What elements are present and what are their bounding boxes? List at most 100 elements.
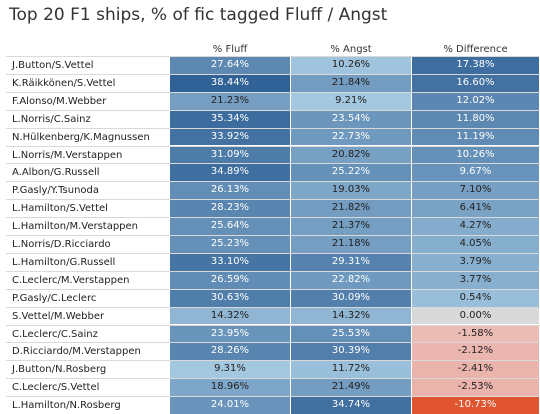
angst-cell: 22.82% bbox=[291, 271, 411, 289]
fluff-cell: 18.96% bbox=[170, 379, 290, 397]
angst-cell: 10.26% bbox=[291, 57, 411, 74]
row-divider bbox=[6, 73, 540, 75]
angst-cell: 21.84% bbox=[291, 74, 411, 92]
row-divider bbox=[6, 199, 540, 201]
fluff-cell: 26.59% bbox=[170, 271, 290, 289]
row-divider bbox=[6, 235, 540, 236]
row-label: L.Hamilton/G.Russell bbox=[12, 256, 116, 268]
row-divider bbox=[6, 145, 540, 147]
row-label: C.Leclerc/S.Vettel bbox=[12, 382, 100, 394]
angst-cell: 30.09% bbox=[291, 289, 411, 307]
row-label: C.Leclerc/C.Sainz bbox=[12, 328, 98, 340]
row-divider bbox=[6, 360, 540, 362]
difference-cell: 7.10% bbox=[412, 182, 539, 200]
difference-cell: 6.41% bbox=[412, 200, 539, 218]
difference-cell: -10.73% bbox=[412, 397, 539, 414]
angst-cell: 22.73% bbox=[291, 128, 411, 146]
fluff-cell: 26.13% bbox=[170, 182, 290, 200]
row-divider bbox=[6, 378, 540, 380]
difference-cell: 4.27% bbox=[412, 218, 539, 235]
row-label: L.Norris/C.Sainz bbox=[12, 113, 91, 125]
angst-cell: 14.32% bbox=[291, 307, 411, 325]
difference-cell: 16.60% bbox=[412, 74, 539, 92]
row-divider bbox=[6, 324, 540, 326]
angst-cell: 25.53% bbox=[291, 325, 411, 343]
angst-cell: 20.82% bbox=[291, 146, 411, 164]
row-label: P.Gasly/Y.Tsunoda bbox=[12, 185, 99, 197]
row-divider bbox=[6, 163, 540, 165]
difference-cell: -2.41% bbox=[412, 361, 539, 379]
column-header: % Difference bbox=[443, 44, 508, 55]
difference-cell: 12.02% bbox=[412, 92, 539, 110]
row-label: N.Hülkenberg/K.Magnussen bbox=[12, 131, 150, 143]
difference-cell: 9.67% bbox=[412, 164, 539, 182]
difference-cell: 0.54% bbox=[412, 289, 539, 307]
row-divider bbox=[6, 91, 540, 93]
fluff-cell: 31.09% bbox=[170, 146, 290, 164]
angst-cell: 21.49% bbox=[291, 379, 411, 397]
row-label: F.Alonso/M.Webber bbox=[12, 95, 107, 107]
row-label: L.Norris/D.Ricciardo bbox=[12, 239, 111, 250]
row-divider bbox=[6, 217, 540, 219]
difference-cell: -1.58% bbox=[412, 325, 539, 343]
difference-cell: 4.05% bbox=[412, 236, 539, 253]
angst-cell: 34.74% bbox=[291, 397, 411, 414]
row-divider bbox=[6, 396, 540, 398]
fluff-cell: 27.64% bbox=[170, 57, 290, 74]
fluff-cell: 25.64% bbox=[170, 218, 290, 235]
row-label: K.Räikkönen/S.Vettel bbox=[12, 77, 116, 89]
angst-cell: 23.54% bbox=[291, 110, 411, 128]
chart-title: Top 20 F1 ships, % of fic tagged Fluff /… bbox=[9, 5, 388, 25]
difference-cell: 11.19% bbox=[412, 128, 539, 146]
row-divider bbox=[6, 127, 540, 129]
fluff-cell: 25.23% bbox=[170, 236, 290, 253]
angst-cell: 21.37% bbox=[291, 218, 411, 235]
row-divider bbox=[6, 252, 540, 254]
fluff-cell: 30.63% bbox=[170, 289, 290, 307]
row-divider bbox=[6, 288, 540, 290]
row-label: L.Hamilton/M.Verstappen bbox=[12, 221, 139, 233]
fluff-cell: 28.23% bbox=[170, 200, 290, 218]
column-header: % Angst bbox=[330, 44, 372, 55]
row-label: J.Button/S.Vettel bbox=[12, 60, 94, 71]
difference-cell: 3.79% bbox=[412, 253, 539, 271]
angst-cell: 21.82% bbox=[291, 200, 411, 218]
difference-cell: 10.26% bbox=[412, 146, 539, 164]
row-label: S.Vettel/M.Webber bbox=[12, 310, 105, 322]
difference-cell: 3.77% bbox=[412, 271, 539, 289]
row-label: L.Hamilton/N.Rosberg bbox=[12, 400, 121, 412]
angst-cell: 9.21% bbox=[291, 92, 411, 110]
fluff-cell: 23.95% bbox=[170, 325, 290, 343]
fluff-cell: 33.10% bbox=[170, 253, 290, 271]
difference-cell: 11.80% bbox=[412, 110, 539, 128]
difference-cell: -2.53% bbox=[412, 379, 539, 397]
fluff-cell: 14.32% bbox=[170, 307, 290, 325]
row-divider bbox=[6, 270, 540, 272]
row-label: C.Leclerc/M.Verstappen bbox=[12, 274, 130, 286]
row-label: L.Hamilton/S.Vettel bbox=[12, 203, 108, 215]
fluff-cell: 28.26% bbox=[170, 343, 290, 361]
fluff-cell: 21.23% bbox=[170, 92, 290, 110]
angst-cell: 25.22% bbox=[291, 164, 411, 182]
difference-cell: 0.00% bbox=[412, 307, 539, 325]
row-label: L.Norris/M.Verstappen bbox=[12, 149, 123, 161]
difference-cell: 17.38% bbox=[412, 57, 539, 74]
fluff-cell: 24.01% bbox=[170, 397, 290, 414]
row-divider bbox=[6, 181, 540, 183]
angst-cell: 11.72% bbox=[291, 361, 411, 379]
angst-cell: 30.39% bbox=[291, 343, 411, 361]
angst-cell: 19.03% bbox=[291, 182, 411, 200]
fluff-cell: 33.92% bbox=[170, 128, 290, 146]
row-label: J.Button/N.Rosberg bbox=[12, 364, 107, 376]
angst-cell: 21.18% bbox=[291, 236, 411, 253]
difference-cell: -2.12% bbox=[412, 343, 539, 361]
fluff-cell: 35.34% bbox=[170, 110, 290, 128]
column-header: % Fluff bbox=[212, 44, 248, 55]
fluff-cell: 34.89% bbox=[170, 164, 290, 182]
angst-cell: 29.31% bbox=[291, 253, 411, 271]
header-divider bbox=[6, 56, 540, 57]
row-label: D.Ricciardo/M.Verstappen bbox=[12, 346, 141, 358]
row-divider bbox=[6, 109, 540, 111]
row-divider bbox=[6, 306, 540, 308]
row-label: P.Gasly/C.Leclerc bbox=[12, 292, 97, 304]
